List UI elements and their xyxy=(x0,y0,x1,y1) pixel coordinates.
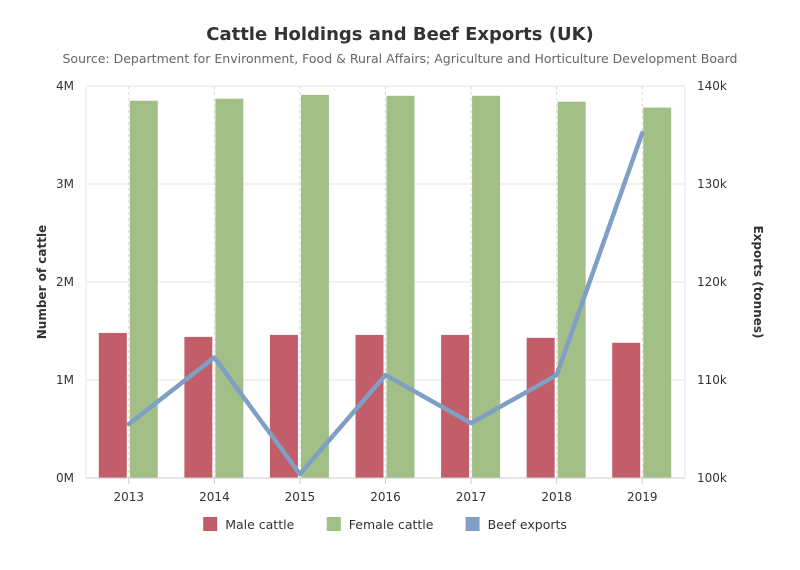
x-tick-label: 2019 xyxy=(627,490,658,504)
legend-swatch xyxy=(203,517,218,531)
legend-label: Male cattle xyxy=(225,517,294,532)
y-right-tick-label: 140k xyxy=(697,79,727,93)
legend-label: Beef exports xyxy=(488,517,567,532)
y-left-tick-label: 4M xyxy=(56,79,74,93)
legend-swatch xyxy=(465,517,480,531)
legend-item-beef-exports[interactable]: Beef exports xyxy=(465,517,567,532)
axes: 0M 1M 2M 3M 4M 100k 110k 120k 130k 140k 2013 2014 20… xyxy=(56,79,727,504)
male-cattle-bar[interactable] xyxy=(269,334,298,478)
male-cattle-bar[interactable] xyxy=(612,342,641,478)
female-cattle-bar[interactable] xyxy=(300,94,329,478)
y-left-tick-label: 1M xyxy=(56,373,74,387)
x-tick-label: 2015 xyxy=(285,490,316,504)
x-tick-label: 2018 xyxy=(541,490,572,504)
male-cattle-bar[interactable] xyxy=(98,332,127,478)
y-right-tick-label: 110k xyxy=(697,373,727,387)
legend-label: Female cattle xyxy=(349,517,434,532)
beef-exports-point[interactable] xyxy=(470,422,472,424)
y-left-tick-label: 2M xyxy=(56,275,74,289)
beef-exports-point[interactable] xyxy=(556,374,558,376)
x-tick-label: 2013 xyxy=(114,490,145,504)
beef-exports-point[interactable] xyxy=(213,356,215,358)
male-cattle-bar[interactable] xyxy=(184,336,213,478)
legend: Male cattle Female cattle Beef exports xyxy=(203,517,567,532)
y-left-tick-label: 3M xyxy=(56,177,74,191)
beef-exports-point[interactable] xyxy=(385,374,386,376)
y-left-axis-title: Number of cattle xyxy=(35,225,49,340)
female-cattle-bar[interactable] xyxy=(557,101,586,479)
chart-subtitle: Source: Department for Environment, Food… xyxy=(63,51,738,66)
y-right-tick-label: 100k xyxy=(697,471,727,485)
y-left-tick-label: 0M xyxy=(56,471,74,485)
legend-item-female-cattle[interactable]: Female cattle xyxy=(326,517,434,532)
beef-exports-point[interactable] xyxy=(128,423,130,425)
beef-exports-point[interactable] xyxy=(641,132,643,134)
x-tick-label: 2014 xyxy=(199,490,230,504)
y-right-tick-label: 120k xyxy=(697,275,727,289)
x-tick-label: 2016 xyxy=(370,490,401,504)
y-right-tick-label: 130k xyxy=(697,177,727,191)
y-right-axis-title: Exports (tonnes) xyxy=(751,225,765,338)
x-tick-label: 2017 xyxy=(456,490,487,504)
legend-item-male-cattle[interactable]: Male cattle xyxy=(203,517,295,532)
legend-swatch xyxy=(326,517,341,531)
female-cattle-bar[interactable] xyxy=(643,107,672,478)
female-cattle-bar[interactable] xyxy=(386,95,415,479)
female-cattle-bar[interactable] xyxy=(215,98,244,479)
beef-exports-point[interactable] xyxy=(299,473,301,475)
male-cattle-bar[interactable] xyxy=(526,337,555,478)
line-series xyxy=(126,130,645,477)
grid xyxy=(86,85,685,479)
chart-title: Cattle Holdings and Beef Exports (UK) xyxy=(206,24,594,45)
